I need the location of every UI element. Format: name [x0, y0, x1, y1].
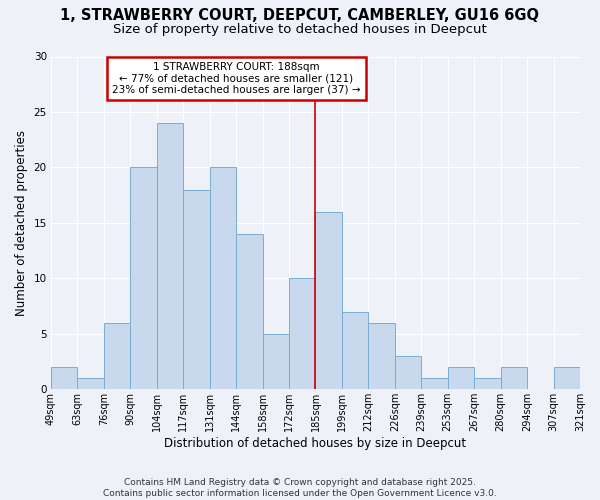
Bar	[263, 334, 289, 390]
X-axis label: Distribution of detached houses by size in Deepcut: Distribution of detached houses by size …	[164, 437, 467, 450]
Bar	[368, 322, 395, 390]
Bar	[316, 212, 342, 390]
Bar	[51, 367, 77, 390]
Text: Contains HM Land Registry data © Crown copyright and database right 2025.
Contai: Contains HM Land Registry data © Crown c…	[103, 478, 497, 498]
Bar	[554, 367, 580, 390]
Bar	[342, 312, 368, 390]
Text: 1, STRAWBERRY COURT, DEEPCUT, CAMBERLEY, GU16 6GQ: 1, STRAWBERRY COURT, DEEPCUT, CAMBERLEY,…	[61, 8, 539, 22]
Bar	[209, 168, 236, 390]
Bar	[395, 356, 421, 390]
Text: 1 STRAWBERRY COURT: 188sqm
← 77% of detached houses are smaller (121)
23% of sem: 1 STRAWBERRY COURT: 188sqm ← 77% of deta…	[112, 62, 361, 95]
Bar	[77, 378, 104, 390]
Bar	[474, 378, 500, 390]
Bar	[104, 322, 130, 390]
Bar	[130, 168, 157, 390]
Bar	[157, 123, 183, 390]
Bar	[500, 367, 527, 390]
Bar	[183, 190, 209, 390]
Y-axis label: Number of detached properties: Number of detached properties	[15, 130, 28, 316]
Bar	[421, 378, 448, 390]
Text: Size of property relative to detached houses in Deepcut: Size of property relative to detached ho…	[113, 22, 487, 36]
Bar	[448, 367, 474, 390]
Bar	[236, 234, 263, 390]
Bar	[289, 278, 316, 390]
